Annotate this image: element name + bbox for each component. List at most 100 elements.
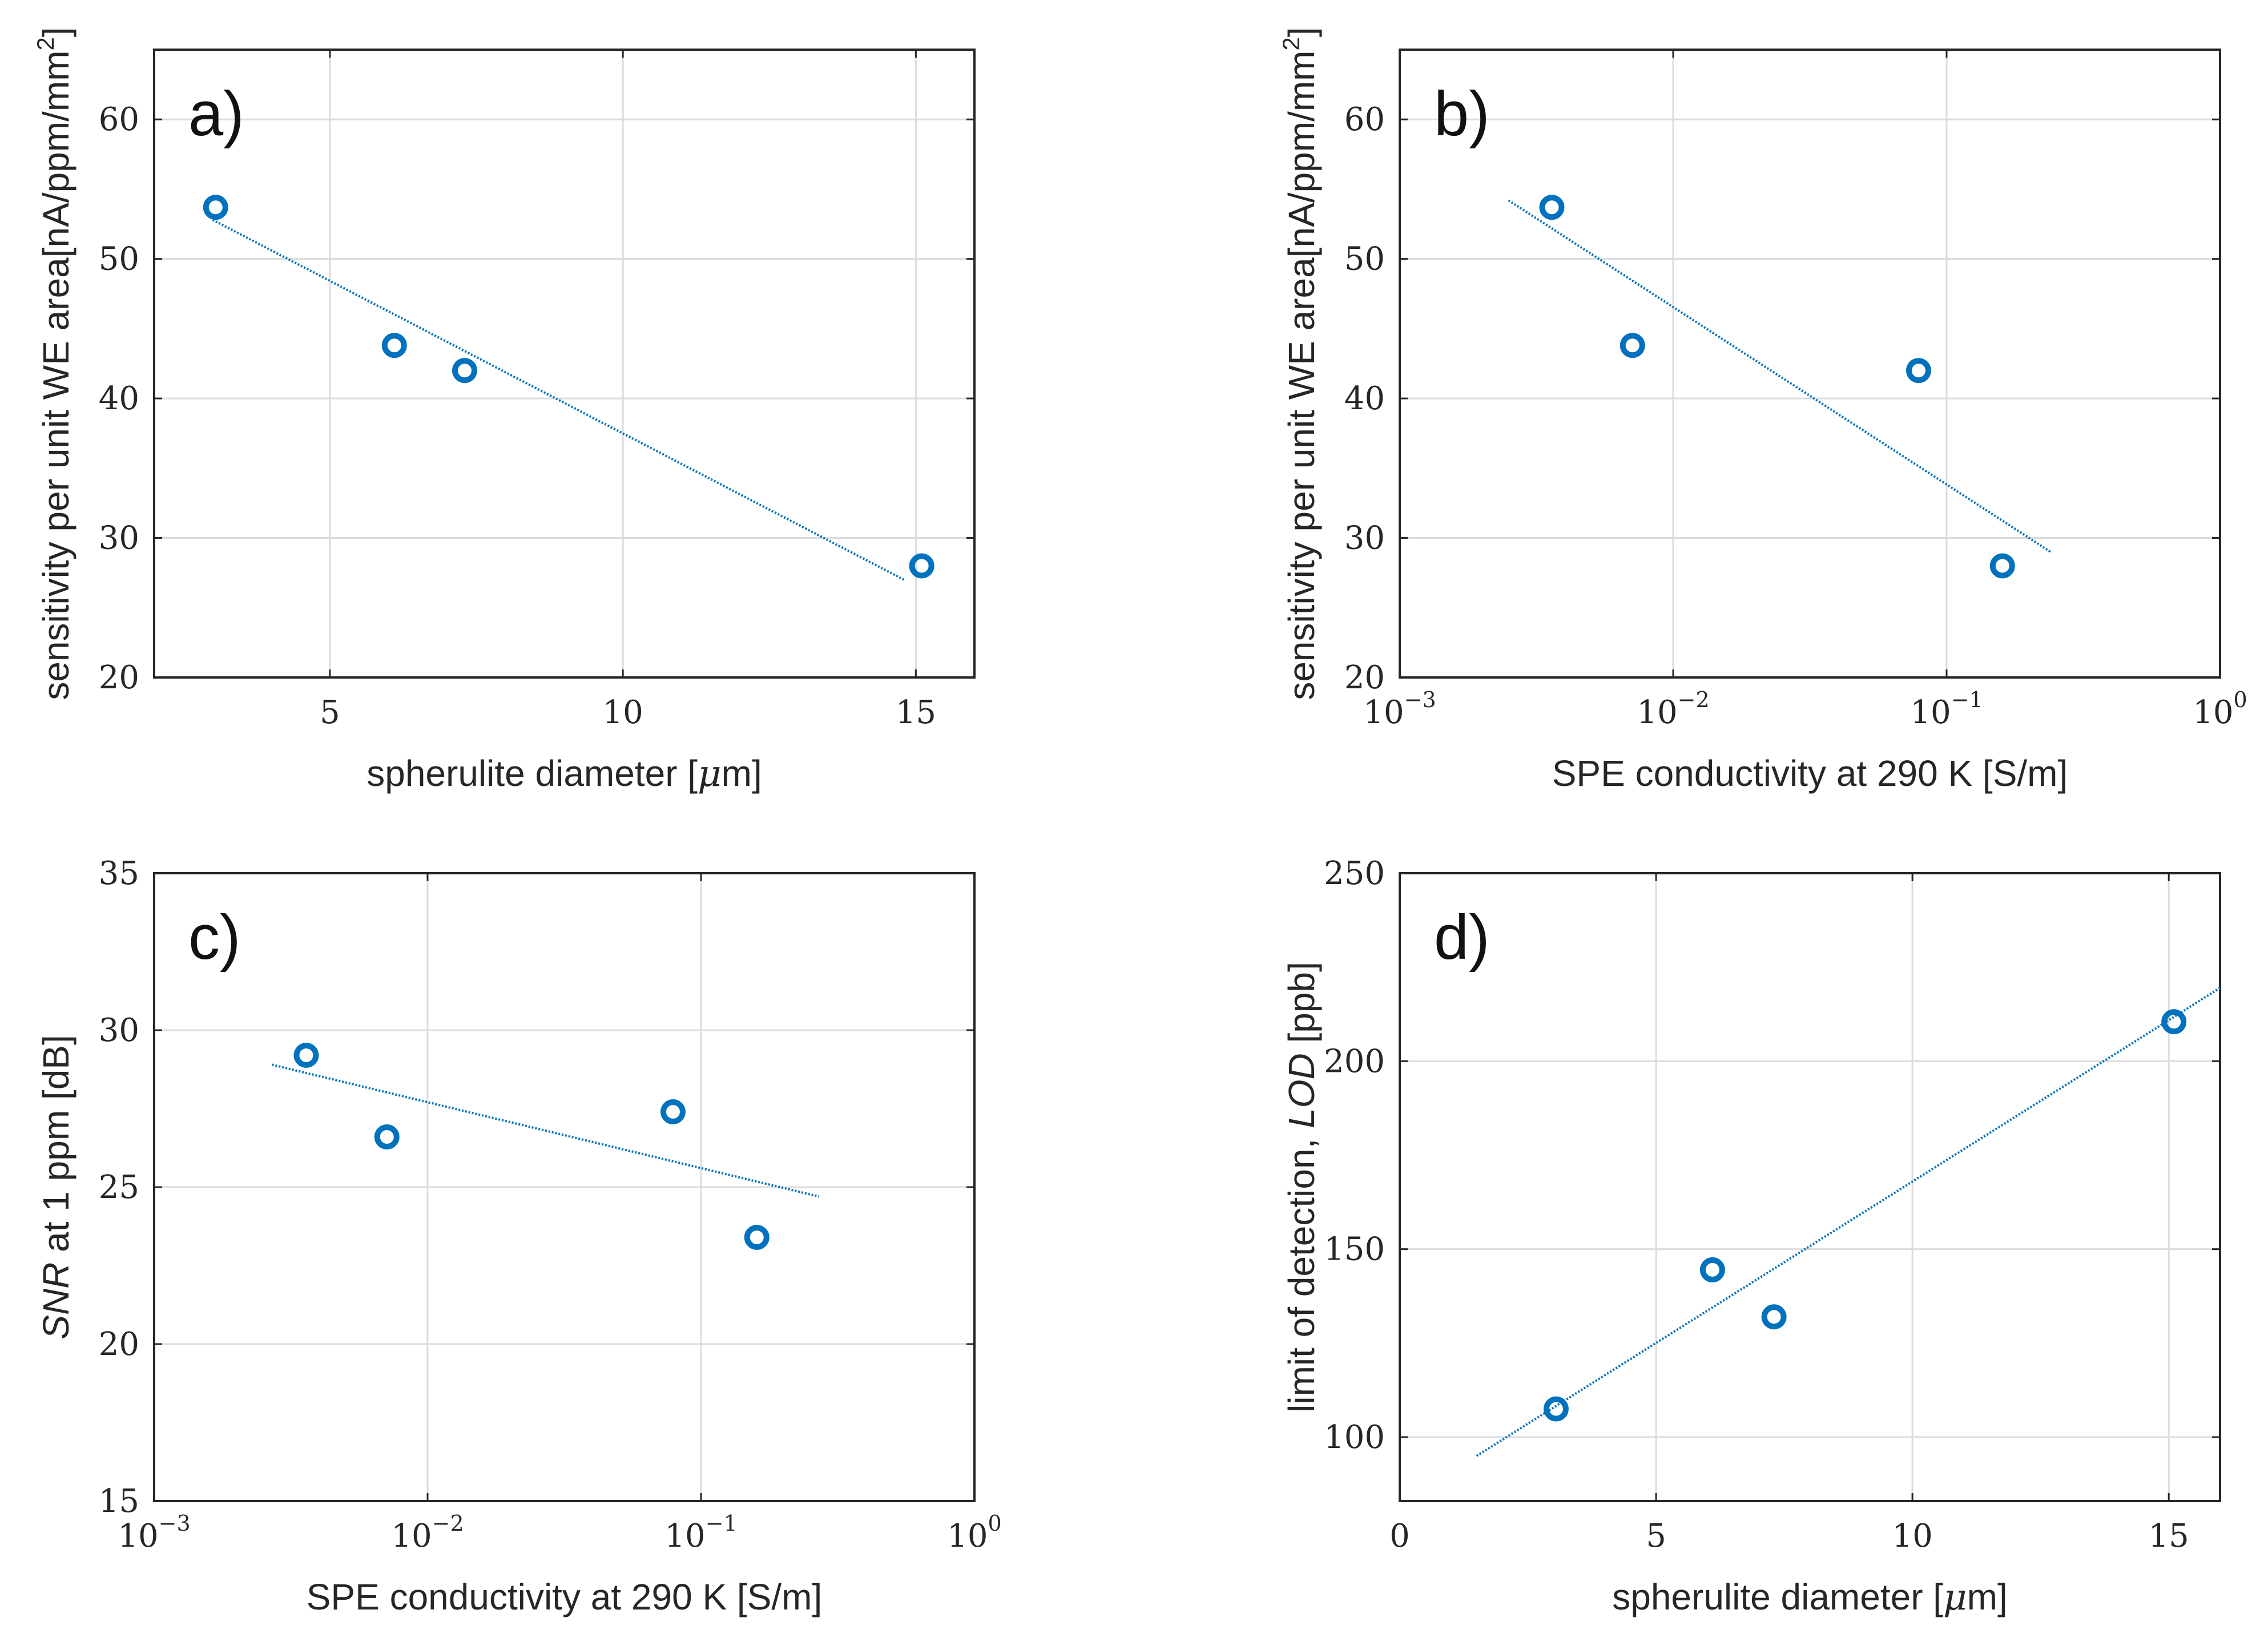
label-part: μ	[698, 753, 722, 795]
data-point	[1761, 1304, 1787, 1330]
gridlines	[154, 50, 974, 677]
tick-base: 10	[1363, 694, 1404, 731]
x-tick-label: 100	[947, 1511, 1001, 1555]
gridlines	[1400, 873, 2220, 1501]
x-axis-label: spherulite diameter [μm]	[366, 753, 762, 795]
tick-exponent: 0	[2234, 687, 2247, 712]
tick-base: 10	[2193, 694, 2233, 731]
y-tick-label: 200	[1324, 1043, 1385, 1080]
label-part: ]	[35, 27, 76, 37]
x-tick-label: 15	[896, 694, 936, 731]
plot-frame	[153, 49, 976, 679]
label-superscript: 2	[1278, 37, 1304, 50]
panel-label: b)	[1434, 79, 1490, 149]
y-tick-label: 20	[99, 659, 139, 696]
x-tick-label: 100	[2193, 687, 2247, 731]
y-tick-label: 60	[99, 101, 139, 138]
tick-exponent: −1	[706, 1511, 738, 1536]
label-part: SNR	[35, 1262, 76, 1340]
label-part: LOD	[1281, 1053, 1322, 1128]
tick-exponent: −3	[159, 1511, 191, 1536]
y-tick-label: 60	[1344, 101, 1385, 138]
tick-exponent: −3	[1404, 687, 1436, 712]
fit-line	[212, 219, 905, 581]
data-point	[744, 1225, 770, 1250]
x-tick-label: 10−2	[391, 1511, 464, 1555]
tick-base: 10	[118, 1518, 158, 1555]
label-part: SPE conductivity at 290 K [S/m]	[307, 1576, 823, 1617]
y-tick-label: 40	[1344, 380, 1385, 417]
label-superscript: 2	[32, 37, 59, 50]
x-tick-label: 5	[320, 694, 340, 731]
data-point	[374, 1124, 400, 1149]
label-part: sensitivity per unit WE area[nA/ppm/mm	[1281, 50, 1322, 700]
x-tick-label: 10	[1892, 1518, 1932, 1555]
y-tick-label: 150	[1324, 1231, 1385, 1268]
y-axis-label: SNR at 1 ppm [dB]	[35, 1035, 76, 1340]
y-tick-label: 30	[99, 520, 139, 557]
y-tick-label: 30	[99, 1012, 139, 1049]
x-tick-label: 10	[603, 694, 643, 731]
label-part: ]	[1281, 27, 1322, 37]
x-axis-label: SPE conductivity at 290 K [S/m]	[307, 1576, 823, 1617]
tick-exponent: −2	[432, 1511, 464, 1536]
y-axis-label: limit of detection, LOD [ppb]	[1281, 962, 1322, 1413]
panel-label: a)	[188, 79, 244, 149]
plot-frame	[1399, 49, 2221, 679]
y-tick-label: 100	[1324, 1419, 1385, 1456]
y-tick-label: 30	[1344, 520, 1385, 557]
y-tick-label: 35	[99, 855, 139, 892]
label-part: at 1 ppm [dB]	[35, 1035, 76, 1262]
y-tick-label: 40	[99, 380, 139, 417]
tick-marks	[1399, 50, 2221, 679]
y-tick-label: 25	[99, 1169, 139, 1206]
fit-line	[1508, 199, 2052, 553]
data-point	[1539, 195, 1565, 220]
tick-base: 10	[1910, 694, 1951, 731]
data-point	[1543, 1396, 1569, 1422]
y-axis-label: sensitivity per unit WE area[nA/ppm/mm2]	[1278, 27, 1322, 700]
label-part: m]	[722, 753, 762, 794]
tick-exponent: −2	[1678, 687, 1710, 712]
fit-line	[272, 1063, 820, 1198]
fit-line	[1476, 987, 2221, 1457]
plot-frame	[153, 872, 976, 1502]
x-axis-label: SPE conductivity at 290 K [S/m]	[1552, 753, 2068, 794]
y-tick-label: 20	[1344, 659, 1385, 696]
tick-marks	[154, 50, 974, 679]
label-part: [ppb]	[1281, 962, 1322, 1053]
y-tick-label: 50	[99, 241, 139, 278]
tick-exponent: −1	[1951, 687, 1983, 712]
panel-label: d)	[1434, 902, 1490, 973]
panel-label: c)	[188, 902, 241, 973]
data-point	[2161, 1009, 2187, 1035]
data-point	[293, 1043, 319, 1068]
label-part: spherulite diameter [	[1612, 1576, 1943, 1617]
data-point	[1906, 358, 1931, 384]
x-axis-label: spherulite diameter [μm]	[1612, 1576, 2008, 1619]
x-tick-label: 10−1	[664, 1511, 737, 1555]
label-part: sensitivity per unit WE area[nA/ppm/mm	[35, 50, 76, 700]
panel-a: 5 10 15 20 30 40 50 60 spherulite diameter [μm] s…	[32, 27, 976, 795]
data-point	[1989, 553, 2015, 579]
x-tick-label: 15	[2149, 1518, 2189, 1555]
data-point	[1620, 333, 1645, 358]
tick-base: 10	[1637, 694, 1677, 731]
x-tick-label: 10−1	[1910, 687, 1983, 731]
tick-base: 10	[947, 1518, 988, 1555]
data-point	[909, 553, 934, 579]
y-tick-label: 250	[1324, 855, 1385, 892]
label-part: limit of detection,	[1281, 1128, 1322, 1413]
plot-frame	[1399, 872, 2221, 1502]
label-part: SPE conductivity at 290 K [S/m]	[1552, 753, 2068, 794]
y-tick-label: 15	[99, 1483, 139, 1520]
y-tick-label: 50	[1344, 241, 1385, 278]
label-part: m]	[1967, 1576, 2008, 1617]
data-point	[452, 358, 478, 384]
tick-base: 10	[664, 1518, 705, 1555]
tick-exponent: 0	[988, 1511, 1002, 1536]
y-tick-label: 20	[99, 1326, 139, 1363]
